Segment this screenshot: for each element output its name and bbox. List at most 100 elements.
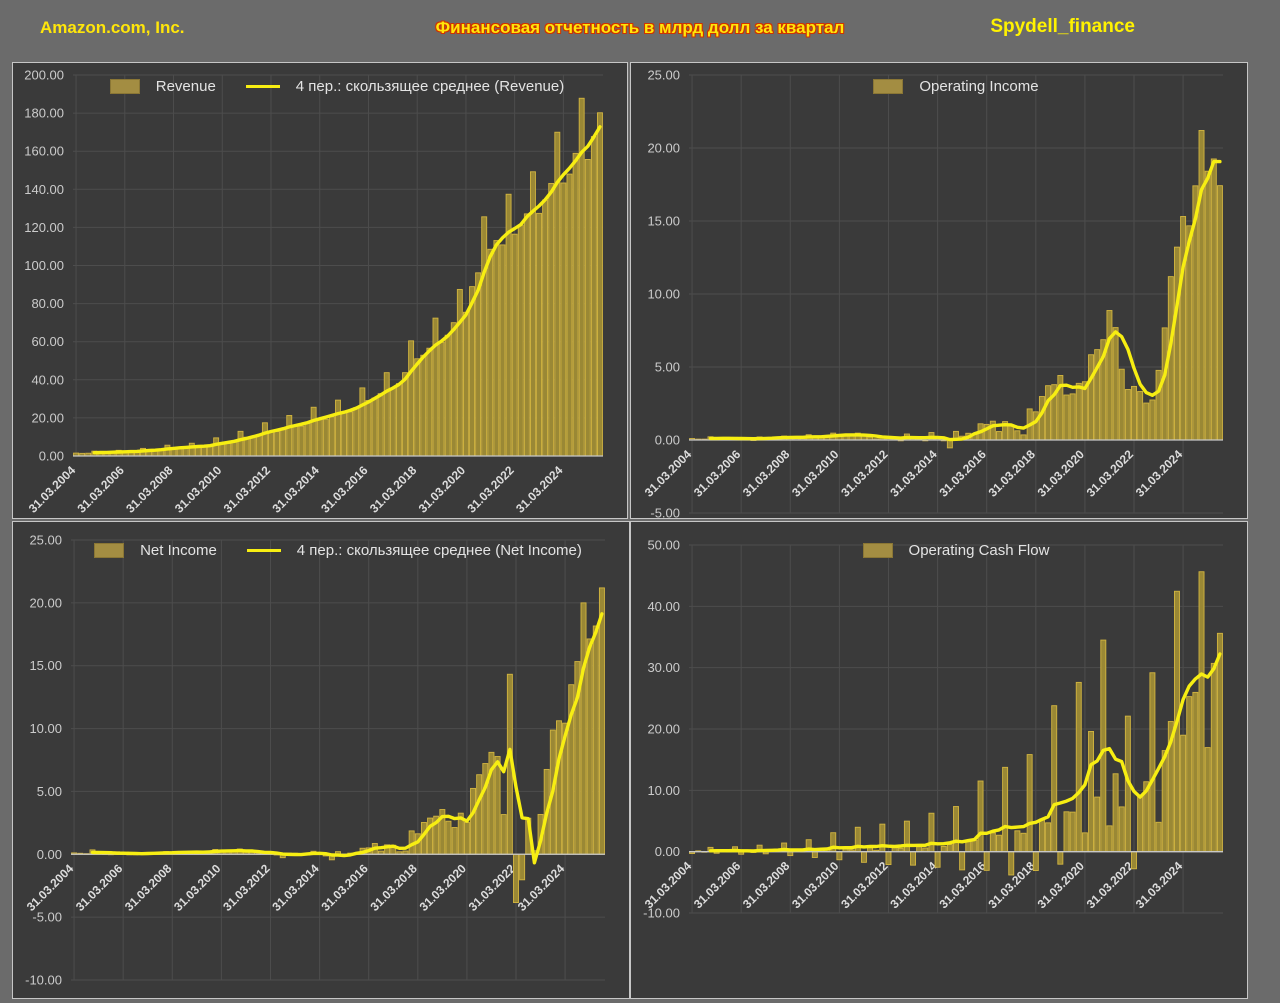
svg-text:-10.00: -10.00	[643, 906, 680, 921]
svg-text:160.00: 160.00	[24, 144, 64, 159]
svg-text:200.00: 200.00	[24, 68, 64, 83]
svg-text:31.03.2010: 31.03.2010	[171, 861, 224, 914]
operating-cash-flow-svg: -10.00 0.00 10.00 20.00 30.00 40.00 50.00 31.03…	[642, 538, 1223, 921]
svg-text:-5.00: -5.00	[32, 910, 62, 925]
svg-text:0.00: 0.00	[655, 844, 680, 859]
svg-text:31.03.2020: 31.03.2020	[1035, 447, 1088, 500]
svg-text:0.00: 0.00	[655, 433, 680, 448]
svg-text:31.03.2022: 31.03.2022	[1084, 447, 1137, 500]
svg-text:31.03.2012: 31.03.2012	[838, 447, 891, 500]
svg-text:120.00: 120.00	[24, 220, 64, 235]
svg-text:31.03.2018: 31.03.2018	[367, 463, 420, 516]
operating-income-chart-panel: Operating Income -5.00 0.00 5.00 10.00 15.00…	[630, 62, 1248, 519]
svg-text:31.03.2022: 31.03.2022	[1084, 859, 1137, 912]
svg-text:80.00: 80.00	[31, 296, 64, 311]
net-income-svg: -10.00-5.000.005.0010.0015.0020.0025.003…	[24, 533, 605, 988]
svg-text:31.03.2004: 31.03.2004	[26, 463, 79, 516]
revenue-svg: 0.00 20.00 40.00 60.00 80.00 100.00 120.00 140.…	[24, 68, 603, 516]
svg-text:31.03.2010: 31.03.2010	[789, 447, 842, 500]
svg-text:31.03.2006: 31.03.2006	[73, 861, 126, 914]
svg-text:31.03.2012: 31.03.2012	[221, 463, 274, 516]
svg-text:31.03.2024: 31.03.2024	[513, 463, 566, 516]
svg-text:31.03.2024: 31.03.2024	[1133, 859, 1186, 912]
svg-text:31.03.2010: 31.03.2010	[789, 859, 842, 912]
bars	[73, 97, 603, 457]
svg-text:25.00: 25.00	[647, 68, 680, 83]
svg-text:20.00: 20.00	[31, 410, 64, 425]
net-income-chart: -10.00 -5.00 0.00 5.00 10.00 15.00 20.00 25.00 3…	[13, 522, 629, 998]
operating-income-chart: -5.00 0.00 5.00 10.00 15.00 20.00 25.00 31.03.2…	[631, 63, 1247, 518]
moving-average-line	[90, 612, 604, 865]
svg-text:0.00: 0.00	[39, 449, 64, 464]
bars	[689, 130, 1223, 449]
svg-text:31.03.2012: 31.03.2012	[838, 859, 891, 912]
svg-text:31.03.2010: 31.03.2010	[172, 463, 225, 516]
svg-text:31.03.2008: 31.03.2008	[740, 447, 793, 500]
operating-cash-flow-chart-panel: Operating Cash Flow -10.00 0.00 10.00 20.00…	[630, 521, 1248, 999]
svg-text:5.00: 5.00	[655, 360, 680, 375]
svg-text:31.03.2024: 31.03.2024	[1133, 447, 1186, 500]
svg-text:31.03.2014: 31.03.2014	[887, 447, 940, 500]
svg-text:31.03.2020: 31.03.2020	[416, 463, 469, 516]
svg-text:20.00: 20.00	[29, 595, 62, 610]
svg-text:31.03.2008: 31.03.2008	[123, 463, 176, 516]
svg-text:10.00: 10.00	[647, 287, 680, 302]
y-gridlines-and-labels: -10.00 -5.00 0.00 5.00 10.00 15.00 20.00 25.00	[25, 533, 605, 988]
svg-text:0.00: 0.00	[37, 847, 62, 862]
revenue-chart: 0.00 20.00 40.00 60.00 80.00 100.00 120.00 140.…	[13, 63, 627, 518]
svg-text:31.03.2004: 31.03.2004	[24, 861, 77, 914]
bars	[689, 571, 1223, 876]
x-gridlines-and-labels: 31.03.200431.03.200631.03.200831.03.2010…	[24, 540, 567, 980]
svg-text:15.00: 15.00	[647, 214, 680, 229]
svg-text:140.00: 140.00	[24, 182, 64, 197]
svg-text:-10.00: -10.00	[25, 973, 62, 988]
net-income-chart-panel: Net Income 4 пер.: скользящее среднее (N…	[12, 521, 630, 999]
svg-text:31.03.2012: 31.03.2012	[220, 861, 273, 914]
svg-text:31.03.2020: 31.03.2020	[417, 861, 470, 914]
page-header: Amazon.com, Inc. Финансовая отчетность в…	[0, 0, 1280, 62]
svg-text:10.00: 10.00	[29, 721, 62, 736]
moving-average-line	[92, 125, 602, 455]
svg-text:31.03.2006: 31.03.2006	[75, 463, 128, 516]
svg-text:60.00: 60.00	[31, 334, 64, 349]
svg-text:31.03.2008: 31.03.2008	[122, 861, 175, 914]
svg-text:31.03.2020: 31.03.2020	[1035, 859, 1088, 912]
svg-text:30.00: 30.00	[647, 660, 680, 675]
brand-watermark: Spydell_finance	[990, 16, 1135, 37]
svg-text:31.03.2016: 31.03.2016	[936, 447, 989, 500]
svg-text:10.00: 10.00	[647, 783, 680, 798]
y-gridlines-and-labels: -5.00 0.00 5.00 10.00 15.00 20.00 25.00	[647, 68, 1223, 519]
svg-text:31.03.2008: 31.03.2008	[740, 859, 793, 912]
svg-text:31.03.2004: 31.03.2004	[642, 859, 695, 912]
moving-average-line	[708, 652, 1222, 853]
operating-income-svg: -5.00 0.00 5.00 10.00 15.00 20.00 25.00 31.03.2…	[642, 68, 1223, 519]
svg-text:25.00: 25.00	[29, 533, 62, 548]
svg-text:15.00: 15.00	[29, 658, 62, 673]
svg-text:40.00: 40.00	[31, 372, 64, 387]
svg-text:31.03.2016: 31.03.2016	[318, 861, 371, 914]
svg-text:31.03.2022: 31.03.2022	[464, 463, 517, 516]
svg-text:5.00: 5.00	[37, 784, 62, 799]
svg-text:100.00: 100.00	[24, 258, 64, 273]
svg-text:31.03.2016: 31.03.2016	[318, 463, 371, 516]
svg-text:40.00: 40.00	[647, 599, 680, 614]
revenue-chart-panel: Revenue 4 пер.: скользящее среднее (Reve…	[12, 62, 628, 519]
company-name: Amazon.com, Inc.	[40, 18, 185, 37]
moving-average-line	[708, 159, 1222, 442]
svg-text:31.03.2006: 31.03.2006	[691, 447, 744, 500]
operating-cash-flow-chart: -10.00 0.00 10.00 20.00 30.00 40.00 50.00 31.03…	[631, 522, 1247, 998]
svg-text:31.03.2022: 31.03.2022	[466, 861, 519, 914]
svg-text:31.03.2004: 31.03.2004	[642, 447, 695, 500]
svg-text:31.03.2018: 31.03.2018	[368, 861, 421, 914]
svg-text:31.03.2014: 31.03.2014	[887, 859, 940, 912]
svg-text:180.00: 180.00	[24, 106, 64, 121]
svg-text:20.00: 20.00	[647, 141, 680, 156]
svg-text:50.00: 50.00	[647, 538, 680, 553]
svg-text:31.03.2018: 31.03.2018	[986, 447, 1039, 500]
page-title: Финансовая отчетность в млрд долл за ква…	[435, 18, 845, 37]
svg-text:-5.00: -5.00	[650, 506, 680, 519]
svg-text:31.03.2014: 31.03.2014	[269, 463, 322, 516]
svg-text:31.03.2006: 31.03.2006	[691, 859, 744, 912]
svg-text:20.00: 20.00	[647, 722, 680, 737]
svg-text:31.03.2014: 31.03.2014	[269, 861, 322, 914]
